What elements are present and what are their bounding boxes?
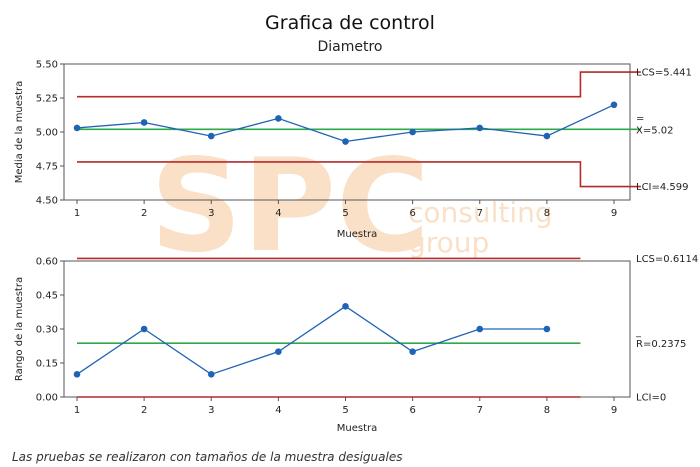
xbar-data-point <box>73 124 81 132</box>
range-y-tick-label: 0.15 <box>36 359 58 370</box>
range-x-tick-label: 9 <box>611 405 617 416</box>
chart-title: Grafica de control <box>265 12 435 34</box>
range-series-line <box>76 305 547 376</box>
range-center-bar-label: _ <box>635 327 642 338</box>
range-data-point <box>409 348 416 355</box>
range-data-point <box>73 371 81 378</box>
xbar-x-tick-label: 9 <box>611 208 617 219</box>
xbar-x-tick-label: 6 <box>409 208 415 219</box>
xbar-data-point <box>409 128 416 136</box>
xbar-y-tick-label: 5.50 <box>36 60 58 71</box>
xbar-data-point <box>342 138 349 145</box>
range-series <box>73 303 551 378</box>
range-data-point <box>140 325 148 333</box>
range-x-tick-label: 4 <box>275 405 281 416</box>
xbar-x-tick-label: 8 <box>544 208 550 219</box>
xbar-y-tick-label: 4.75 <box>36 162 58 173</box>
xbar-x-tick-label: 7 <box>477 208 483 219</box>
range-center-label: R=0.2375 <box>636 339 686 350</box>
xbar-ucl-line <box>77 71 641 98</box>
range-lcl-label: LCI=0 <box>636 393 666 404</box>
xbar-data-point <box>476 124 484 132</box>
watermark-consulting: consulting <box>408 196 553 229</box>
xbar-lcl-label: LCI=4.599 <box>636 182 689 193</box>
xbar-y-axis: 4.50 4.75 5.00 5.25 5.50 <box>36 60 64 207</box>
range-data-point <box>207 371 215 378</box>
xbar-y-tick-label: 4.50 <box>36 196 58 207</box>
range-x-tick-label: 7 <box>477 405 483 416</box>
xbar-center-bar-label: = <box>636 113 644 124</box>
xbar-x-tick-label: 3 <box>208 208 214 219</box>
range-x-tick-label: 8 <box>544 405 550 416</box>
xbar-data-point <box>207 132 215 140</box>
xbar-limit-lines <box>77 71 641 188</box>
watermark-group: group <box>408 226 489 259</box>
xbar-y-tick-label: 5.00 <box>36 128 58 139</box>
xbar-x-tick-label: 2 <box>141 208 147 219</box>
xbar-data-point <box>140 119 148 126</box>
range-y-tick-label: 0.45 <box>36 291 58 302</box>
range-y-tick-label: 0.00 <box>36 393 58 404</box>
range-x-tick-label: 5 <box>342 405 348 416</box>
xbar-data-point <box>610 101 618 109</box>
range-y-tick-label: 0.30 <box>36 325 58 336</box>
xbar-y-axis-label: Media de la muestra <box>14 81 25 184</box>
range-y-axis: 0.00 0.15 0.30 0.45 0.60 <box>36 257 64 404</box>
range-ucl-label: LCS=0.6114 <box>636 254 698 265</box>
xbar-x-axis: 1 2 3 4 5 6 7 8 9 <box>74 200 617 219</box>
footnote: Las pruebas se realizaron con tamaños de… <box>12 450 402 464</box>
xbar-ucl-label: LCS=5.441 <box>636 68 692 79</box>
range-limit-lines <box>77 257 581 398</box>
xbar-x-tick-label: 4 <box>275 208 281 219</box>
range-data-point <box>342 303 349 310</box>
xbar-x-axis-label: Muestra <box>337 229 378 240</box>
xbar-chart-panel: 4.50 4.75 5.00 5.25 5.50 1 2 3 4 5 6 7 8 9 Muestra M… <box>14 60 692 241</box>
watermark-spc: SPC <box>150 132 430 281</box>
range-data-point <box>543 325 551 333</box>
range-data-point <box>476 325 484 333</box>
range-x-tick-label: 3 <box>208 405 214 416</box>
range-x-tick-label: 2 <box>141 405 147 416</box>
xbar-lcl-line <box>77 161 641 188</box>
xbar-x-tick-label: 1 <box>74 208 80 219</box>
xbar-x-tick-label: 5 <box>342 208 348 219</box>
watermark: SPC consulting group <box>150 132 553 281</box>
xbar-data-point <box>543 132 551 140</box>
range-x-axis: 1 2 3 4 5 6 7 8 9 <box>74 397 617 416</box>
range-y-axis-label: Rango de la muestra <box>14 277 25 381</box>
chart-subtitle: Diametro <box>317 39 382 55</box>
range-data-point <box>275 348 282 355</box>
xbar-center-label: X=5.02 <box>636 125 674 136</box>
xbar-y-tick-label: 5.25 <box>36 94 58 105</box>
range-x-tick-label: 1 <box>74 405 80 416</box>
range-x-axis-label: Muestra <box>337 423 378 434</box>
xbar-series <box>73 101 618 145</box>
range-x-tick-label: 6 <box>409 405 415 416</box>
xbar-data-point <box>275 115 282 122</box>
range-chart-panel: 0.00 0.15 0.30 0.45 0.60 1 2 3 4 5 6 7 8 9 Muestra R… <box>14 254 698 434</box>
range-y-tick-label: 0.60 <box>36 257 58 268</box>
